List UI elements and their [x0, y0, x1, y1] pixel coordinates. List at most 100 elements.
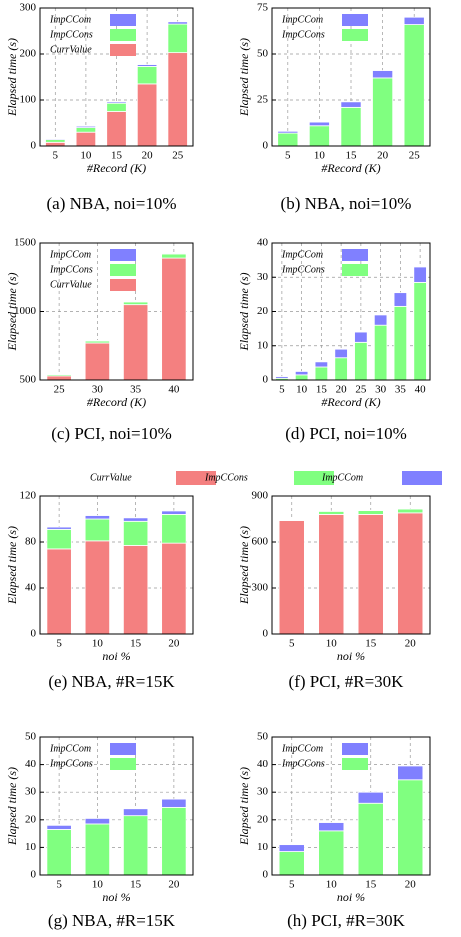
- y-tick-label: 10: [257, 339, 269, 351]
- legend-label: ImpCCons: [281, 264, 325, 275]
- legend-label: ImpCCom: [49, 743, 91, 754]
- bar-segment: [397, 508, 424, 514]
- x-tick-label: 20: [142, 150, 154, 162]
- bar-segment: [161, 510, 187, 515]
- legend-swatch: [110, 264, 136, 276]
- legend-label: ImpCCom: [281, 249, 323, 260]
- x-tick-label: 25: [409, 150, 421, 162]
- bar-segment: [277, 132, 299, 147]
- y-tick-label: 0: [263, 374, 269, 386]
- bar-segment: [45, 138, 66, 140]
- x-tick-label: 5: [279, 384, 285, 396]
- bar-segment: [334, 357, 348, 381]
- y-tick-label: 100: [20, 94, 37, 106]
- bar-segment: [122, 520, 149, 546]
- y-tick-label: 300: [252, 582, 269, 594]
- bar-segment: [75, 131, 97, 147]
- legend-label: ImpCCons: [49, 264, 93, 275]
- x-tick-label: 10: [296, 384, 308, 396]
- y-axis-label: Elapsed time (s): [237, 273, 251, 352]
- bar-segment: [106, 102, 127, 112]
- x-tick-label: 25: [54, 384, 66, 396]
- bar-segment: [84, 515, 111, 520]
- legend-swatch: [110, 279, 136, 291]
- legend-label: ImpCCons: [49, 29, 93, 40]
- legend-label: CurrValue: [50, 279, 92, 290]
- x-tick-label: 20: [405, 879, 417, 891]
- bar-segment: [122, 304, 149, 381]
- bar-segment: [106, 101, 127, 104]
- bar-segment: [278, 851, 305, 876]
- legend-swatch: [342, 264, 368, 276]
- bar-segment: [136, 66, 158, 85]
- legend-swatch: [294, 471, 334, 485]
- bar-segment: [334, 348, 348, 359]
- y-axis-label: Elapsed time (s): [237, 38, 251, 117]
- x-axis-label: #Record (K): [87, 395, 146, 409]
- legend-swatch: [110, 743, 136, 755]
- y-tick-label: 0: [263, 869, 269, 881]
- bar-segment: [84, 518, 111, 542]
- bar-segment: [75, 127, 97, 133]
- legend-swatch: [342, 14, 368, 26]
- y-tick-label: 200: [20, 48, 37, 60]
- caption: (a) NBA, noi=10%: [47, 194, 177, 213]
- bar-segment: [354, 331, 368, 343]
- bar-segment: [308, 121, 330, 127]
- x-tick-label: 20: [377, 150, 389, 162]
- x-tick-label: 10: [326, 879, 338, 891]
- x-tick-label: 10: [92, 879, 104, 891]
- bar-segment: [372, 77, 394, 147]
- legend-label: ImpCCom: [281, 14, 323, 25]
- bar-segment: [161, 253, 187, 259]
- bar-segment: [167, 23, 188, 54]
- legend-swatch: [110, 29, 136, 41]
- bar-segment: [372, 70, 394, 79]
- legend-label: ImpCCons: [49, 758, 93, 769]
- y-tick-label: 40: [257, 758, 269, 770]
- y-tick-label: 75: [257, 2, 269, 14]
- bar-segment: [122, 808, 149, 817]
- x-tick-label: 35: [130, 384, 142, 396]
- bar-segment: [84, 340, 111, 342]
- x-tick-label: 20: [168, 638, 180, 650]
- caption: (d) PCI, noi=10%: [285, 424, 407, 443]
- legend-label: ImpCCom: [49, 14, 91, 25]
- bar-segment: [136, 64, 158, 67]
- legend-label: ImpCCom: [321, 472, 363, 483]
- y-tick-label: 0: [263, 628, 269, 640]
- y-tick-label: 1000: [14, 305, 37, 317]
- y-tick-label: 30: [257, 786, 269, 798]
- y-tick-label: 500: [20, 374, 37, 386]
- y-axis-label: Elapsed time (s): [5, 38, 19, 117]
- x-tick-label: 10: [326, 638, 338, 650]
- x-tick-label: 20: [168, 879, 180, 891]
- plot-frame: [271, 495, 431, 635]
- bar-segment: [308, 125, 330, 147]
- bar-segment: [278, 844, 305, 852]
- y-tick-label: 0: [31, 140, 37, 152]
- x-tick-label: 5: [285, 150, 291, 162]
- x-tick-label: 5: [289, 638, 295, 650]
- y-tick-label: 10: [257, 841, 269, 853]
- bar-segment: [403, 16, 425, 25]
- y-tick-label: 40: [25, 758, 37, 770]
- bar-segment: [45, 139, 66, 143]
- y-axis-label: Elapsed time (s): [237, 767, 251, 846]
- x-tick-label: 10: [92, 638, 104, 650]
- x-tick-label: 25: [172, 150, 184, 162]
- bar-segment: [357, 802, 384, 876]
- y-tick-label: 30: [257, 271, 269, 283]
- legend-swatch: [342, 743, 368, 755]
- bar-segment: [106, 111, 127, 147]
- x-axis-label: #Record (K): [321, 395, 380, 409]
- x-tick-label: 15: [130, 638, 142, 650]
- caption: (h) PCI, #R=30K: [287, 911, 405, 930]
- x-tick-label: 10: [314, 150, 326, 162]
- legend-label: ImpCCons: [281, 29, 325, 40]
- bar-segment: [373, 314, 388, 326]
- bar-segment: [357, 510, 384, 515]
- y-tick-label: 300: [20, 2, 37, 14]
- legend-swatch: [110, 758, 136, 770]
- bar-segment: [397, 512, 424, 635]
